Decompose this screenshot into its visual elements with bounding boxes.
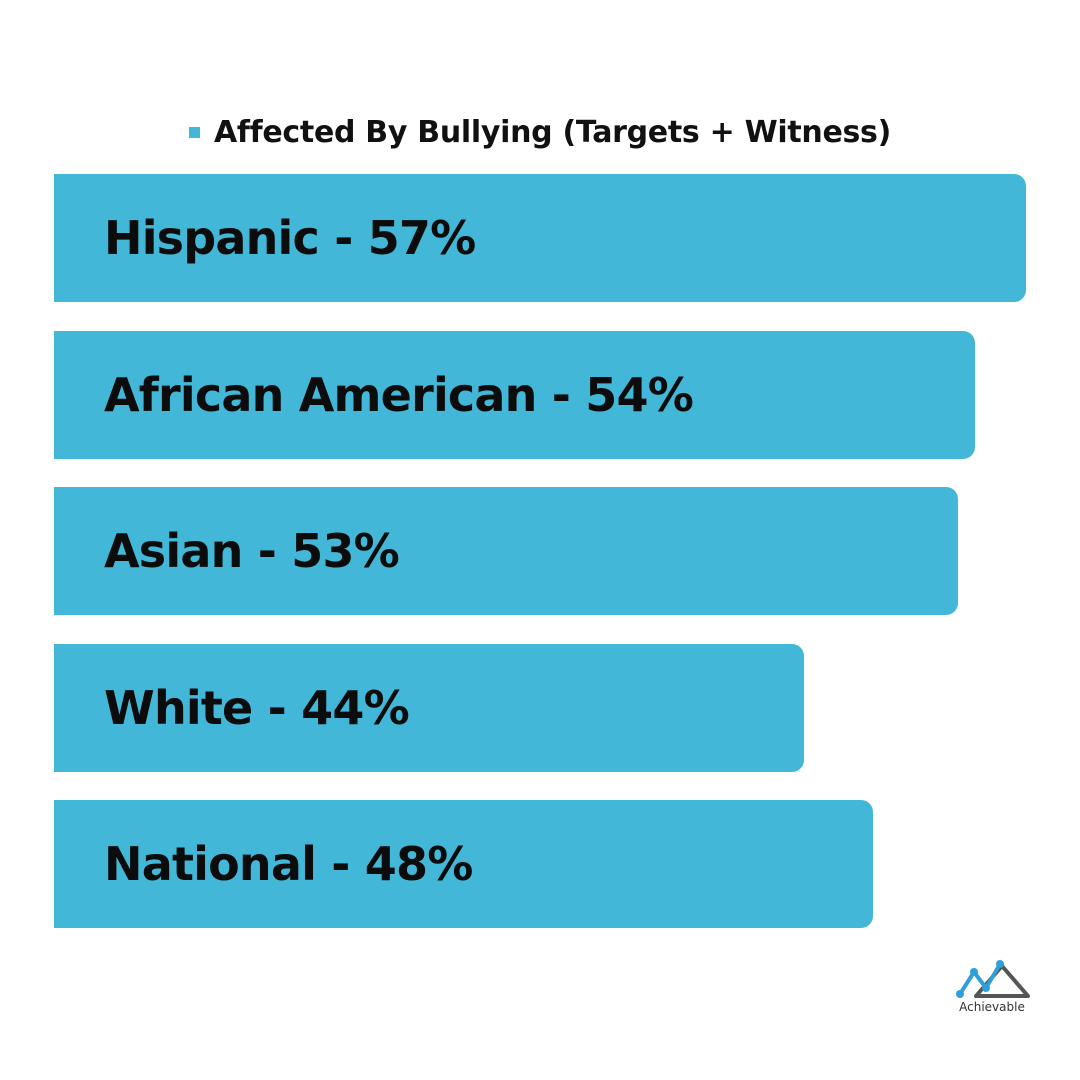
legend-swatch bbox=[188, 126, 200, 138]
bar-hispanic: Hispanic - 57% bbox=[54, 174, 1026, 302]
bar-data-label: Hispanic - 57% bbox=[104, 211, 476, 265]
achievable-logo: Achievable bbox=[950, 958, 1034, 1020]
chart-mountain-icon bbox=[956, 960, 1030, 998]
bar-asian: Asian - 53% bbox=[54, 487, 958, 615]
logo-text: Achievable bbox=[959, 1000, 1025, 1014]
bar-data-label: White - 44% bbox=[104, 680, 410, 735]
bar-data-label: African American - 54% bbox=[104, 367, 694, 422]
logo-dot bbox=[996, 960, 1004, 968]
bar-data-label: National - 48% bbox=[104, 837, 473, 891]
bar-white: White - 44% bbox=[54, 643, 805, 772]
logo-mountain-shape bbox=[974, 964, 1030, 998]
logo-dot bbox=[970, 968, 978, 976]
bar-national: National - 48% bbox=[54, 800, 873, 928]
bar-african-american: African American - 54% bbox=[54, 330, 975, 459]
logo-dot bbox=[982, 984, 990, 992]
bar-data-label: Asian - 53% bbox=[104, 524, 400, 578]
logo-trend-line bbox=[958, 962, 1002, 996]
logo-dot bbox=[956, 990, 964, 998]
chart-legend: Affected By Bullying (Targets + Witness) bbox=[0, 110, 1080, 154]
legend-label: Affected By Bullying (Targets + Witness) bbox=[213, 114, 892, 150]
